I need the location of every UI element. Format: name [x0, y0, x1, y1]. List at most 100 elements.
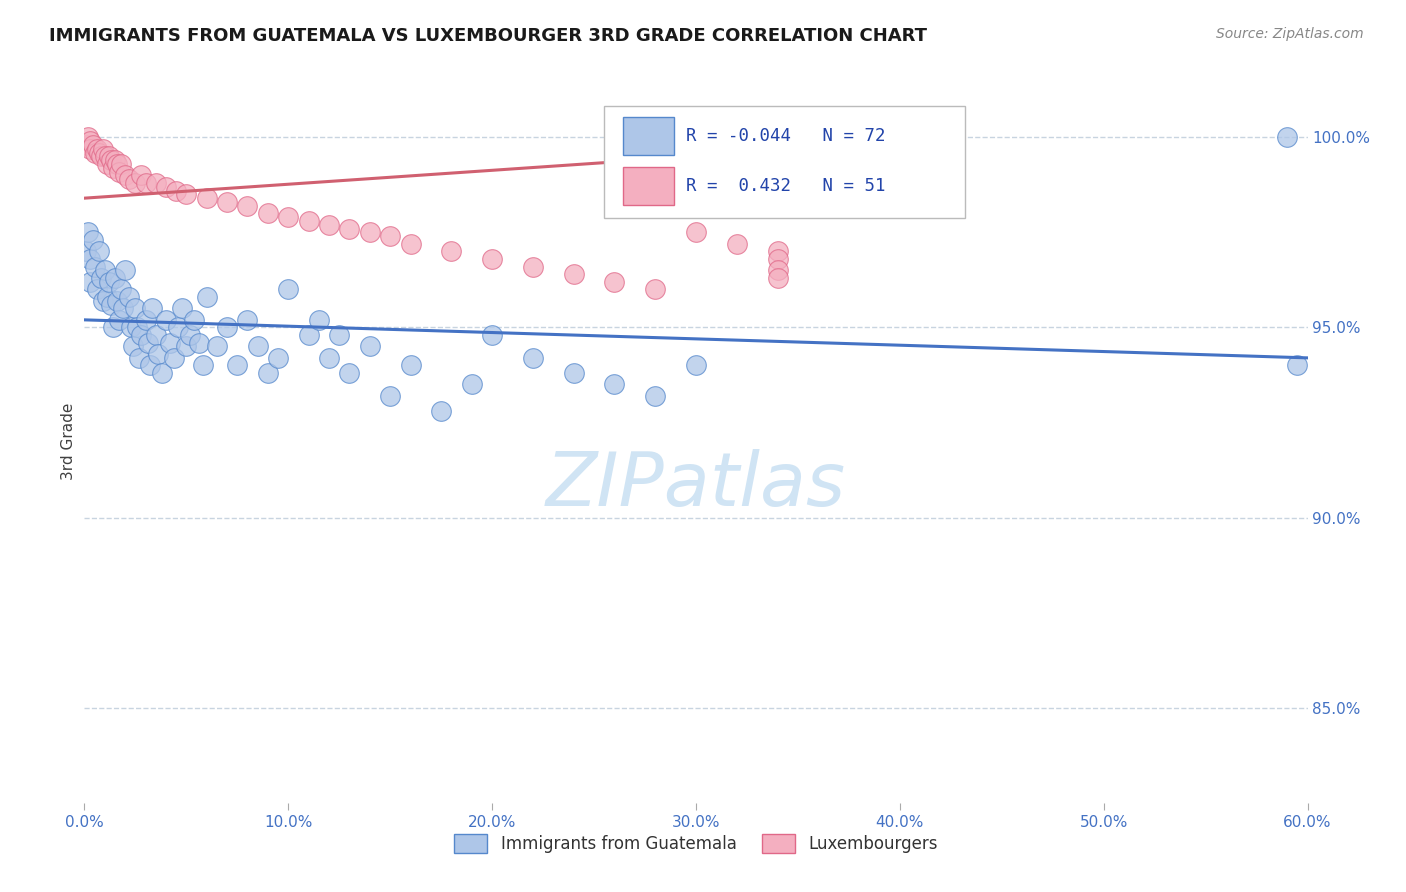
Point: [124, 176, 146, 190]
Point: [766, 263, 789, 277]
Point: [82, 233, 104, 247]
FancyBboxPatch shape: [623, 168, 673, 205]
Point: [131, 328, 153, 343]
Point: [174, 187, 197, 202]
Point: [86, 142, 108, 156]
Point: [104, 271, 127, 285]
Point: [118, 172, 141, 186]
Point: [359, 339, 381, 353]
Point: [277, 282, 299, 296]
Point: [339, 221, 361, 235]
Point: [522, 260, 544, 274]
Point: [87, 145, 110, 160]
Point: [131, 169, 153, 183]
Point: [163, 351, 186, 365]
Point: [685, 359, 707, 373]
Point: [205, 339, 228, 353]
Point: [75, 244, 97, 259]
Point: [217, 320, 239, 334]
Point: [195, 191, 218, 205]
Point: [91, 293, 114, 308]
Point: [430, 404, 453, 418]
Point: [217, 194, 239, 209]
Point: [318, 351, 340, 365]
Point: [603, 275, 626, 289]
Y-axis label: 3rd Grade: 3rd Grade: [60, 403, 76, 480]
Legend: Immigrants from Guatemala, Luxembourgers: Immigrants from Guatemala, Luxembourgers: [447, 827, 945, 860]
Point: [112, 301, 135, 316]
Point: [135, 313, 157, 327]
Point: [481, 252, 503, 266]
Point: [644, 389, 666, 403]
Point: [226, 359, 249, 373]
Point: [100, 298, 122, 312]
Point: [277, 210, 299, 224]
Point: [104, 153, 127, 168]
Point: [155, 313, 177, 327]
Point: [298, 214, 321, 228]
Point: [308, 313, 330, 327]
Point: [174, 339, 197, 353]
Point: [146, 347, 169, 361]
Point: [141, 301, 163, 316]
Text: Source: ZipAtlas.com: Source: ZipAtlas.com: [1216, 27, 1364, 41]
Point: [328, 328, 350, 343]
Point: [86, 282, 108, 296]
Point: [77, 226, 100, 240]
Point: [105, 157, 128, 171]
Point: [128, 351, 150, 365]
Point: [339, 366, 361, 380]
Text: R =  0.432   N = 51: R = 0.432 N = 51: [686, 178, 886, 195]
Point: [236, 199, 259, 213]
Point: [96, 157, 118, 171]
Point: [461, 377, 484, 392]
Point: [83, 260, 105, 274]
Point: [179, 328, 201, 343]
Point: [766, 252, 789, 266]
Point: [124, 301, 146, 316]
Point: [108, 313, 131, 327]
Point: [1286, 359, 1309, 373]
Point: [75, 137, 97, 152]
Point: [127, 320, 149, 334]
Point: [603, 377, 626, 392]
Point: [90, 271, 112, 285]
Point: [165, 184, 187, 198]
Point: [120, 320, 142, 334]
Point: [159, 335, 181, 350]
Point: [114, 263, 136, 277]
Point: [138, 359, 160, 373]
Point: [108, 164, 131, 178]
Point: [440, 244, 463, 259]
Point: [481, 328, 503, 343]
Point: [187, 335, 209, 350]
Point: [183, 313, 205, 327]
Point: [83, 145, 105, 160]
Point: [380, 229, 402, 244]
Point: [267, 351, 290, 365]
Point: [522, 351, 544, 365]
Point: [562, 366, 585, 380]
Point: [191, 359, 214, 373]
Point: [101, 161, 124, 175]
Point: [257, 206, 280, 220]
Point: [399, 236, 422, 251]
Point: [122, 339, 145, 353]
Point: [685, 226, 707, 240]
Point: [195, 290, 218, 304]
Point: [97, 149, 120, 163]
Point: [399, 359, 422, 373]
Point: [79, 275, 101, 289]
Point: [79, 252, 101, 266]
Point: [1277, 130, 1299, 145]
Point: [93, 263, 115, 277]
Point: [87, 244, 110, 259]
FancyBboxPatch shape: [605, 105, 965, 218]
Point: [236, 313, 259, 327]
Point: [77, 130, 100, 145]
Point: [172, 301, 194, 316]
Point: [105, 293, 128, 308]
Point: [136, 335, 159, 350]
Text: ZIPatlas: ZIPatlas: [546, 449, 846, 521]
Point: [79, 142, 101, 156]
